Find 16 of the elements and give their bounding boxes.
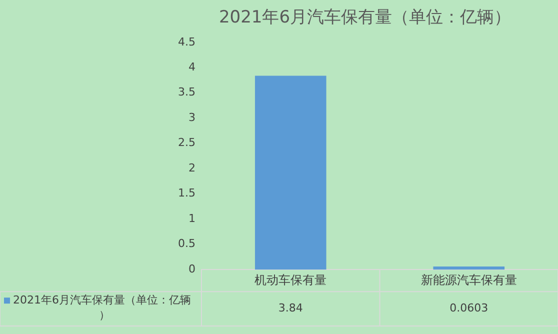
- y-tick-label: 2: [188, 161, 196, 174]
- x-tick-label: 机动车保有量: [254, 272, 327, 287]
- data-label: 0.0603: [450, 302, 488, 315]
- y-tick-label: 4: [188, 60, 196, 74]
- y-tick-label: 0.5: [178, 237, 196, 250]
- chart-title: 2021年6月汽车保有量（单位：亿辆）: [218, 8, 512, 28]
- legend-label: 2021年6月汽车保有量（单位：亿辆）: [13, 293, 191, 322]
- y-tick-label: 1: [188, 212, 196, 225]
- y-tick-label: 3.5: [178, 86, 196, 99]
- y-tick-label: 2.5: [178, 136, 196, 150]
- y-tick-label: 3: [188, 110, 196, 124]
- data-label: 3.84: [278, 302, 303, 315]
- y-tick-label: 0: [188, 262, 196, 276]
- y-tick-label: 4.5: [178, 35, 196, 48]
- y-tick-label: 1.5: [178, 186, 196, 200]
- x-tick-label: 新能源汽车保有量: [420, 272, 517, 287]
